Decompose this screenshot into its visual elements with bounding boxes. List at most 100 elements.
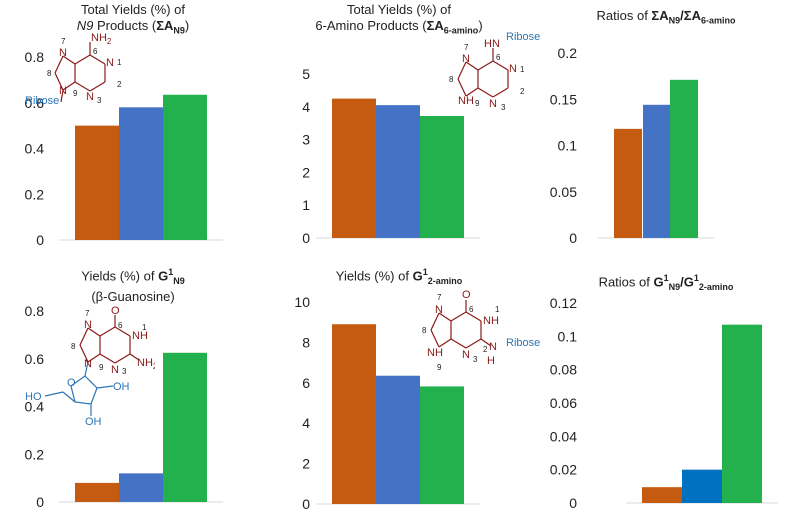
chart-5-title: Yields (%) of G12-amino: [266, 264, 532, 289]
atom-number-3: 3: [122, 367, 127, 376]
chart-5-svg: 0 2 4 6 8 10: [294, 294, 480, 512]
y-tick-label: 10: [294, 294, 310, 310]
y-tick-label: 6: [302, 375, 310, 391]
atom-number-9: 9: [437, 363, 442, 372]
chart-3-title-slash: /: [680, 8, 684, 23]
adenine6-n3-label: N: [489, 98, 497, 110]
chart-1-title: Total Yields (%) of N9 Products (ΣAN9): [0, 2, 266, 39]
y-tick-label: 0: [302, 230, 310, 246]
atom-number-7: 7: [61, 37, 66, 46]
chart-panel-6: 0 0.02 0.04 0.06 0.08 0.1 0.12 Ratios of G1N9/…: [533, 258, 799, 515]
guanosine-o-label: O: [111, 306, 120, 317]
adenine-n7-label: N: [59, 47, 67, 59]
chart-6-title-bold1: G: [653, 274, 664, 290]
chart-panel-2: 0 1 2 3 4 5 Total Yields (%) of 6-Amino Produ…: [266, 0, 540, 257]
chart-4-svg: 0 0.2 0.4 0.6 0.8: [25, 303, 223, 510]
y-tick-label: 0: [36, 494, 44, 510]
bar: [119, 107, 163, 240]
chart-5-title-pre: Yields (%) of: [335, 268, 413, 284]
y-tick-label: 2: [302, 164, 310, 180]
adenine-6amino-structure: HN Ribose N N N NH 6 1 2 3 7 8 9: [449, 31, 540, 112]
bar: [75, 125, 119, 240]
atom-number-1: 1: [142, 323, 147, 332]
adenine-n1-label: N: [106, 57, 114, 69]
y-tick-label: 0.04: [550, 428, 577, 444]
chart-2-title-post: ): [478, 18, 483, 33]
atom-number-6: 6: [496, 53, 501, 62]
bar: [332, 324, 376, 504]
chart-1-title-mid: Products (: [93, 18, 157, 33]
guanosine-oh2-label: OH: [85, 416, 102, 426]
bar: [670, 79, 698, 238]
chart-3-title-bold1: ΣA: [651, 8, 669, 23]
bar: [376, 375, 420, 504]
y-tick-label: 0.1: [558, 328, 578, 344]
bar: [420, 386, 464, 504]
y-tick-label: 0.8: [25, 49, 45, 65]
y-tick-label: 0.2: [558, 45, 578, 61]
y-tick-label: 0.2: [25, 186, 45, 202]
chart-2-title-sub: 6-amino: [443, 25, 479, 36]
adenine6-n1-label: N: [509, 63, 517, 75]
chart-6-title-bold2: G: [683, 274, 694, 290]
chart-panel-3: 0 0.05 0.1 0.15 0.2 Ratios of ΣAN9/ΣA6-amino: [533, 0, 799, 257]
y-tick-label: 0.4: [25, 141, 45, 157]
chart-1-title-line1: Total Yields (%) of: [80, 2, 186, 17]
atom-number-8: 8: [449, 75, 454, 84]
chart-4-title-sup: 1: [168, 267, 174, 277]
atom-number-9: 9: [73, 89, 78, 98]
bar: [722, 324, 762, 503]
y-tick-label: 0.6: [25, 351, 45, 367]
y-tick-label: 0: [569, 495, 577, 511]
atom-number-7: 7: [464, 43, 469, 52]
chart-3-title: Ratios of ΣAN9/ΣA6-amino: [533, 8, 799, 29]
bar: [163, 352, 207, 502]
guanine2-n7-label: N: [435, 304, 443, 316]
bar: [642, 487, 682, 503]
chart-4-title: Yields (%) of G1N9 (β-Guanosine): [0, 264, 266, 305]
chart-2-svg: 0 1 2 3 4 5: [302, 66, 480, 246]
bar: [376, 105, 420, 238]
chart-panel-4: 0 0.2 0.4 0.6 0.8 Yields (%) of G1N9 (β-Guan…: [0, 258, 266, 515]
y-tick-label: 0.2: [25, 446, 45, 462]
guanosine-n3-label: N: [111, 364, 119, 376]
chart-1-title-post: ): [184, 18, 190, 33]
atom-number-3: 3: [97, 96, 102, 105]
y-tick-label: 0.08: [550, 362, 577, 378]
bar: [332, 98, 376, 238]
bar: [682, 469, 722, 503]
y-tick-label: 4: [302, 415, 310, 431]
chart-3-title-bold2: ΣA: [683, 8, 701, 23]
guanine2-n-label: N: [489, 341, 497, 353]
bar: [614, 128, 642, 238]
atom-number-6: 6: [93, 47, 98, 56]
chart-6-title-pre: Ratios of: [598, 274, 654, 290]
atom-number-8: 8: [71, 342, 76, 351]
guanosine-oh1-label: OH: [113, 381, 130, 393]
guanosine-n9-label: N: [84, 358, 92, 370]
adenine-nh2-label: NH2: [91, 32, 112, 46]
chart-2-title: Total Yields (%) of 6-Amino Products (ΣA…: [266, 2, 532, 39]
chart-3-title-pre: Ratios of: [596, 8, 652, 23]
chart-1-svg: 0 0.2 0.4 0.6 0.8: [25, 49, 223, 248]
atom-number-7: 7: [437, 293, 442, 302]
y-tick-label: 0.12: [550, 295, 577, 311]
bar: [643, 104, 671, 238]
guanine2-nh9-label: NH: [427, 347, 443, 359]
y-tick-label: 0.6: [25, 95, 45, 111]
chart-3-title-sub2: 6-amino: [700, 15, 736, 26]
adenine-n9-structure: NH2 N N N N Ribose 6 1 2 3 7 8 9: [25, 32, 122, 107]
atom-number-2: 2: [117, 80, 122, 89]
ribose-label-2: Ribose: [506, 31, 540, 43]
guanine2-h-label: H: [487, 355, 495, 367]
y-tick-label: 0.02: [550, 462, 577, 478]
guanosine-n7-label: N: [84, 319, 92, 331]
atom-number-1: 1: [495, 305, 500, 314]
guanosine-ring-o-label: O: [67, 377, 76, 389]
atom-number-8: 8: [422, 326, 427, 335]
chart-4-title-pre: Yields (%) of: [81, 268, 159, 284]
bar: [163, 94, 207, 241]
chart-6-title-sub1: N9: [668, 281, 681, 292]
chart-6-title-slash: /: [680, 274, 684, 290]
bar: [75, 482, 119, 502]
